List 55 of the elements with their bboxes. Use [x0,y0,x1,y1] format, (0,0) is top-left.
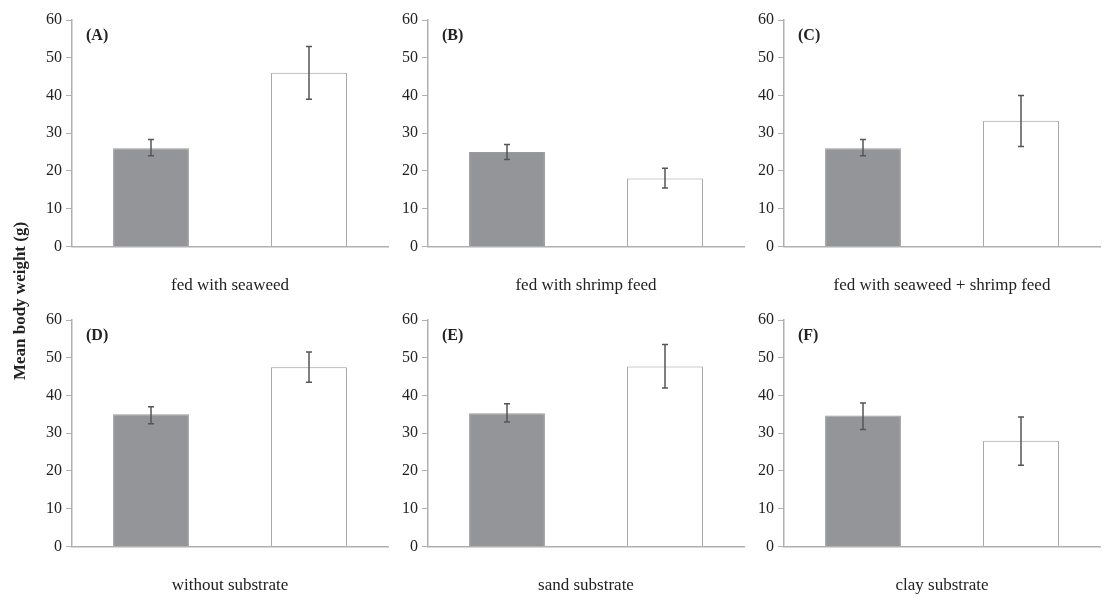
y-tick-label: 40 [46,85,62,103]
chart-title: (B) [442,26,464,45]
x-axis-title: sand substrate [538,575,634,595]
y-tick-label: 40 [402,85,418,103]
y-tick-label: 10 [758,498,774,516]
chart-title: (D) [86,326,109,345]
y-tick-label: 60 [758,310,774,328]
y-tick-label: 60 [402,310,418,328]
y-tick-label: 40 [46,385,62,403]
y-tick-label: 60 [402,10,418,28]
y-tick-label: 50 [758,47,774,65]
y-tick-label: 10 [46,498,62,516]
chart-title: (C) [798,26,821,45]
x-axis-title: without substrate [171,575,289,595]
chart-title: (E) [442,326,464,345]
y-tick-label: 0 [766,536,774,554]
y-tick-label: 0 [410,236,418,254]
x-axis-title: fed with shrimp feed [515,275,658,295]
y-tick-label: 20 [46,461,62,479]
x-axis-title: fed with seaweed + shrimp feed [833,275,1051,295]
y-tick-label: 50 [46,347,62,365]
y-tick-label: 50 [758,347,774,365]
y-tick-label: 10 [758,198,774,216]
y-tick-label: 30 [758,123,774,141]
y-tick-label: 0 [54,236,62,254]
y-tick-label: 10 [402,198,418,216]
y-tick-label: 30 [402,123,418,141]
y-tick-label: 30 [402,423,418,441]
y-tick-label: 20 [402,461,418,479]
x-axis-title: fed with seaweed [170,275,290,295]
y-tick-label: 30 [46,423,62,441]
y-tick-label: 50 [402,47,418,65]
x-axis-title: clay substrate [895,575,989,595]
y-tick-label: 40 [758,385,774,403]
y-tick-label: 10 [46,198,62,216]
y-axis-title: Mean body weight (g) [10,221,30,380]
y-tick-label: 20 [46,161,62,179]
y-tick-label: 50 [402,347,418,365]
chart-title: (A) [86,26,109,45]
y-tick-label: 40 [402,385,418,403]
y-tick-label: 60 [46,310,62,328]
y-tick-label: 0 [766,236,774,254]
y-tick-label: 20 [758,461,774,479]
y-tick-label: 40 [758,85,774,103]
chart-title: (F) [798,326,819,345]
y-tick-label: 0 [54,536,62,554]
y-tick-label: 50 [46,47,62,65]
y-tick-label: 0 [410,536,418,554]
y-tick-label: 30 [46,123,62,141]
y-tick-label: 20 [402,161,418,179]
y-tick-label: 30 [758,423,774,441]
y-tick-label: 60 [758,10,774,28]
y-tick-label: 60 [46,10,62,28]
y-tick-label: 10 [402,498,418,516]
y-tick-label: 20 [758,161,774,179]
